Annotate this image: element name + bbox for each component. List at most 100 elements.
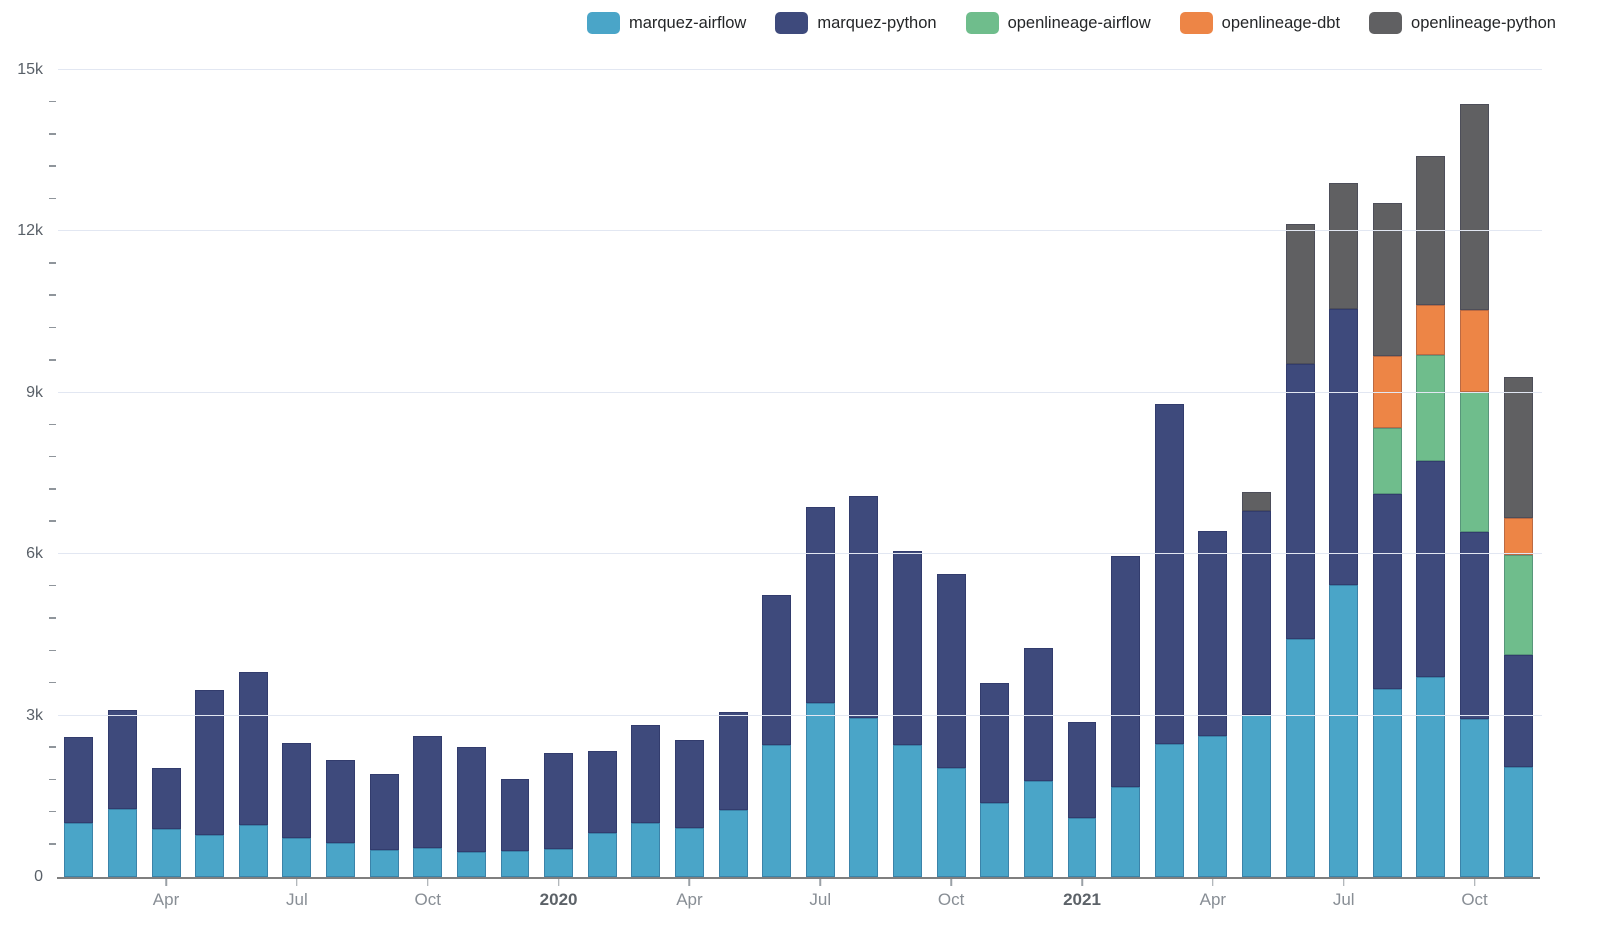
bar-segment-marquez-python[interactable] bbox=[1067, 722, 1097, 819]
bar-segment-openlineage-python[interactable] bbox=[1242, 492, 1271, 511]
bar-may-2020[interactable] bbox=[718, 70, 748, 877]
bar-segment-marquez-python[interactable] bbox=[1285, 363, 1315, 640]
bar-segment-marquez-airflow[interactable] bbox=[1198, 735, 1228, 877]
legend-item-openlineage-python[interactable]: openlineage-python bbox=[1369, 12, 1556, 34]
bar-segment-marquez-airflow[interactable] bbox=[762, 745, 792, 877]
bar-segment-openlineage-python[interactable] bbox=[1503, 376, 1533, 518]
bar-segment-marquez-python[interactable] bbox=[1023, 648, 1053, 781]
bar-jul-2020[interactable] bbox=[805, 70, 835, 877]
bar-segment-marquez-airflow[interactable] bbox=[195, 834, 225, 877]
bar-segment-marquez-python[interactable] bbox=[500, 779, 530, 851]
bar-segment-marquez-airflow[interactable] bbox=[1329, 584, 1359, 877]
bar-segment-marquez-airflow[interactable] bbox=[369, 850, 399, 877]
legend-item-openlineage-airflow[interactable]: openlineage-airflow bbox=[965, 12, 1151, 34]
bar-segment-openlineage-airflow[interactable] bbox=[1372, 428, 1402, 494]
bar-jun-2020[interactable] bbox=[762, 70, 792, 877]
bar-segment-marquez-airflow[interactable] bbox=[718, 810, 748, 877]
bar-segment-marquez-python[interactable] bbox=[849, 496, 879, 719]
bar-segment-marquez-python[interactable] bbox=[893, 550, 923, 746]
bar-segment-marquez-python[interactable] bbox=[326, 759, 355, 843]
bar-segment-openlineage-python[interactable] bbox=[1329, 183, 1359, 309]
bar-segment-marquez-airflow[interactable] bbox=[1460, 718, 1490, 877]
bar-segment-marquez-python[interactable] bbox=[805, 507, 835, 704]
bar-segment-marquez-airflow[interactable] bbox=[980, 803, 1010, 877]
bar-segment-marquez-python[interactable] bbox=[195, 689, 225, 835]
bar-segment-openlineage-python[interactable] bbox=[1372, 202, 1402, 356]
bar-jul-2021[interactable] bbox=[1329, 70, 1359, 877]
bar-dec-2019[interactable] bbox=[500, 70, 530, 877]
bar-segment-openlineage-dbt[interactable] bbox=[1416, 304, 1446, 355]
bar-sep-2020[interactable] bbox=[893, 70, 923, 877]
bar-segment-marquez-airflow[interactable] bbox=[413, 847, 443, 877]
bar-segment-marquez-python[interactable] bbox=[456, 747, 486, 852]
bar-segment-marquez-airflow[interactable] bbox=[849, 718, 879, 877]
bar-oct-2020[interactable] bbox=[936, 70, 966, 877]
bar-segment-marquez-python[interactable] bbox=[762, 594, 792, 746]
bar-segment-openlineage-python[interactable] bbox=[1416, 156, 1446, 305]
bar-nov-2020[interactable] bbox=[980, 70, 1010, 877]
bar-segment-marquez-python[interactable] bbox=[107, 710, 137, 809]
bar-segment-openlineage-python[interactable] bbox=[1460, 103, 1490, 310]
legend-item-openlineage-dbt[interactable]: openlineage-dbt bbox=[1179, 12, 1340, 34]
bar-nov-2021[interactable] bbox=[1503, 70, 1533, 877]
bar-feb-2020[interactable] bbox=[587, 70, 617, 877]
bar-segment-openlineage-python[interactable] bbox=[1285, 224, 1315, 364]
bar-segment-marquez-python[interactable] bbox=[151, 768, 181, 829]
bar-apr-2021[interactable] bbox=[1198, 70, 1228, 877]
legend-item-marquez-airflow[interactable]: marquez-airflow bbox=[586, 12, 746, 34]
bar-segment-marquez-python[interactable] bbox=[631, 725, 661, 824]
bar-segment-marquez-airflow[interactable] bbox=[1111, 786, 1141, 877]
bar-segment-marquez-python[interactable] bbox=[718, 711, 748, 811]
bar-may-2021[interactable] bbox=[1242, 70, 1271, 877]
bar-segment-marquez-python[interactable] bbox=[1460, 532, 1490, 719]
bar-may-2019[interactable] bbox=[195, 70, 225, 877]
bar-segment-marquez-python[interactable] bbox=[980, 683, 1010, 804]
bar-segment-marquez-airflow[interactable] bbox=[631, 823, 661, 877]
bar-sep-2021[interactable] bbox=[1416, 70, 1446, 877]
bar-segment-marquez-python[interactable] bbox=[587, 751, 617, 833]
bar-feb-2019[interactable] bbox=[64, 70, 94, 877]
bar-sep-2019[interactable] bbox=[369, 70, 399, 877]
bar-segment-marquez-airflow[interactable] bbox=[1285, 639, 1315, 877]
bar-segment-marquez-python[interactable] bbox=[544, 752, 574, 850]
bar-segment-marquez-python[interactable] bbox=[1329, 308, 1359, 585]
bar-segment-openlineage-dbt[interactable] bbox=[1460, 309, 1490, 392]
bar-apr-2019[interactable] bbox=[151, 70, 181, 877]
bar-segment-marquez-airflow[interactable] bbox=[151, 828, 181, 877]
bar-aug-2020[interactable] bbox=[849, 70, 879, 877]
bar-segment-marquez-airflow[interactable] bbox=[1242, 715, 1271, 877]
bar-segment-marquez-python[interactable] bbox=[936, 574, 966, 768]
bar-segment-marquez-python[interactable] bbox=[282, 743, 312, 839]
bar-segment-marquez-airflow[interactable] bbox=[1416, 677, 1446, 877]
legend-item-marquez-python[interactable]: marquez-python bbox=[775, 12, 937, 34]
bar-mar-2019[interactable] bbox=[107, 70, 137, 877]
bar-apr-2020[interactable] bbox=[674, 70, 704, 877]
bar-segment-marquez-python[interactable] bbox=[238, 672, 268, 825]
bar-segment-marquez-airflow[interactable] bbox=[456, 851, 486, 877]
bar-segment-marquez-airflow[interactable] bbox=[544, 849, 574, 877]
bar-jun-2021[interactable] bbox=[1285, 70, 1315, 877]
bar-segment-marquez-airflow[interactable] bbox=[674, 828, 704, 877]
bar-segment-marquez-python[interactable] bbox=[674, 739, 704, 829]
bar-segment-marquez-airflow[interactable] bbox=[1372, 689, 1402, 877]
bar-segment-marquez-airflow[interactable] bbox=[238, 824, 268, 877]
bar-feb-2021[interactable] bbox=[1111, 70, 1141, 877]
bar-segment-marquez-airflow[interactable] bbox=[1067, 818, 1097, 877]
bar-segment-marquez-airflow[interactable] bbox=[587, 832, 617, 877]
bar-segment-marquez-python[interactable] bbox=[369, 773, 399, 851]
bar-oct-2021[interactable] bbox=[1460, 70, 1490, 877]
bar-jan-2021[interactable] bbox=[1067, 70, 1097, 877]
bar-segment-marquez-python[interactable] bbox=[1111, 555, 1141, 787]
bar-segment-marquez-python[interactable] bbox=[1503, 655, 1533, 767]
bar-segment-marquez-python[interactable] bbox=[64, 737, 94, 824]
bar-segment-marquez-python[interactable] bbox=[413, 735, 443, 848]
bar-segment-marquez-airflow[interactable] bbox=[107, 808, 137, 877]
bar-mar-2020[interactable] bbox=[631, 70, 661, 877]
bar-segment-marquez-airflow[interactable] bbox=[936, 767, 966, 877]
bar-jul-2019[interactable] bbox=[282, 70, 312, 877]
bar-jan-2020[interactable] bbox=[544, 70, 574, 877]
bar-segment-openlineage-airflow[interactable] bbox=[1416, 354, 1446, 461]
bar-segment-openlineage-dbt[interactable] bbox=[1503, 517, 1533, 555]
bar-segment-openlineage-airflow[interactable] bbox=[1503, 554, 1533, 656]
bar-segment-marquez-python[interactable] bbox=[1416, 460, 1446, 678]
